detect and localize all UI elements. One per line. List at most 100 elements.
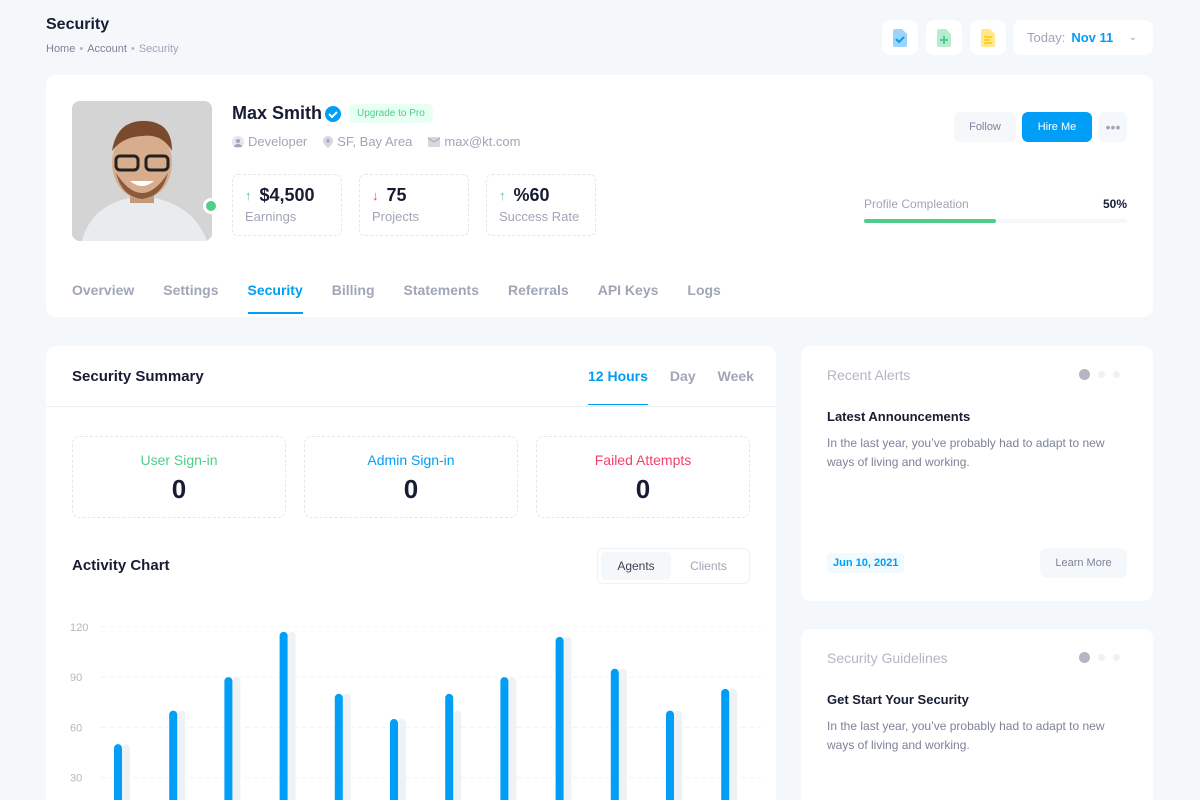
y-tick-label: 90 [70, 672, 82, 684]
completion-progress-bar [864, 219, 1127, 223]
activity-chart: 120 90 60 30 [70, 622, 761, 800]
summary-box-value: 0 [403, 474, 419, 504]
bar-series1-6[interactable] [390, 719, 398, 800]
bar-series1-4[interactable] [279, 631, 288, 800]
period-tab-day[interactable]: Day [669, 368, 696, 384]
tab-security[interactable]: Security [247, 282, 304, 314]
summary-box-label: Failed Attempts [594, 452, 692, 468]
arrow-up-icon: ↑ [245, 188, 252, 203]
toggle-clients[interactable]: Clients [690, 559, 727, 573]
bar-series2-3[interactable] [232, 677, 241, 800]
arrow-down-icon: ↓ [372, 188, 379, 203]
chevron-down-icon: ⌄ [1128, 32, 1137, 43]
completion-label: Profile Compleation [864, 197, 969, 211]
guidelines-text: In the last year, you’ve probably had to… [827, 719, 1105, 752]
period-tab-week[interactable]: Week [717, 368, 754, 384]
breadcrumb-home[interactable]: Home [46, 43, 76, 55]
bar-series2-7[interactable] [453, 710, 462, 800]
avatar [72, 101, 212, 241]
bar-series2-8[interactable] [508, 677, 517, 800]
profile-card: Max Smith Upgrade to Pro Developer SF, B… [46, 75, 1153, 317]
carousel-dots[interactable] [1079, 652, 1120, 663]
file-check-button[interactable] [882, 20, 918, 55]
bar-series1-8[interactable] [500, 677, 509, 800]
upgrade-badge[interactable]: Upgrade to Pro [349, 104, 433, 123]
more-icon: ••• [1105, 119, 1121, 135]
arrow-up-icon: ↑ [499, 188, 506, 203]
toggle-agents[interactable]: Agents [601, 552, 671, 580]
stat-projects: ↓ 75 Projects [359, 174, 469, 236]
file-plus-icon [937, 28, 951, 47]
location-icon [323, 135, 334, 148]
follow-button[interactable]: Follow [954, 112, 1016, 142]
bar-series1-3[interactable] [224, 677, 233, 800]
chart-toggle: Agents Clients [597, 548, 750, 584]
stat-earnings: ↑ $4,500 Earnings [232, 174, 342, 236]
file-text-icon [981, 28, 995, 47]
alert-text: In the last year, you’ve probably had to… [827, 436, 1105, 469]
profile-name[interactable]: Max Smith [232, 103, 323, 123]
tab-billing[interactable]: Billing [331, 282, 375, 298]
tab-referrals[interactable]: Referrals [508, 282, 569, 298]
summary-box-failed-attempts: Failed Attempts 0 [536, 436, 750, 518]
online-status-indicator [203, 198, 219, 214]
file-plus-button[interactable] [926, 20, 962, 55]
date-label: Today: [1027, 30, 1066, 45]
recent-alerts-card: Recent Alerts Latest Announcements In th… [801, 346, 1153, 601]
learn-more-button[interactable]: Learn More [1040, 548, 1127, 578]
carousel-dots[interactable] [1079, 369, 1120, 380]
recent-alerts-title: Recent Alerts [827, 367, 911, 383]
bar-series1-9[interactable] [555, 636, 564, 800]
tab-settings[interactable]: Settings [163, 282, 219, 298]
avatar-image [72, 101, 212, 241]
tab-statements[interactable]: Statements [403, 282, 479, 298]
bar-series1-5[interactable] [334, 693, 343, 800]
summary-box-admin-sign-in: Admin Sign-in 0 [304, 436, 518, 518]
alert-date-badge: Jun 10, 2021 [827, 553, 905, 573]
bar-series1-1[interactable] [114, 744, 122, 800]
more-options-button[interactable]: ••• [1099, 112, 1127, 142]
profile-location[interactable]: SF, Bay Area [323, 134, 412, 149]
breadcrumb: Home • Account • Security [46, 43, 179, 55]
profile-role[interactable]: Developer [232, 134, 307, 149]
period-tab-12-hours[interactable]: 12 Hours [588, 368, 648, 405]
bar-series2-5[interactable] [342, 693, 351, 800]
y-tick-label: 120 [70, 622, 88, 634]
hire-me-button[interactable]: Hire Me [1022, 112, 1092, 142]
file-text-button[interactable] [970, 20, 1006, 55]
bar-series2-2[interactable] [177, 710, 186, 800]
bar-series2-1[interactable] [122, 744, 130, 800]
bar-series2-12[interactable] [729, 688, 738, 800]
bar-series2-11[interactable] [674, 710, 682, 800]
bar-series1-10[interactable] [610, 668, 619, 800]
breadcrumb-security: Security [138, 43, 179, 55]
bar-series1-12[interactable] [721, 688, 730, 800]
verified-icon [325, 106, 341, 122]
security-summary-title: Security Summary [72, 368, 204, 385]
tab-api-keys[interactable]: API Keys [597, 282, 659, 298]
bar-series2-9[interactable] [563, 636, 572, 800]
summary-box-value: 0 [171, 474, 187, 504]
y-tick-label: 60 [70, 722, 82, 734]
profile-email[interactable]: max@kt.com [428, 134, 520, 149]
tab-logs[interactable]: Logs [687, 282, 721, 298]
bar-series2-6[interactable] [398, 719, 406, 800]
summary-box-label: Admin Sign-in [367, 452, 455, 468]
y-tick-label: 30 [70, 773, 82, 785]
mail-icon [428, 136, 441, 147]
file-check-icon [893, 28, 907, 47]
bar-series1-7[interactable] [445, 693, 454, 800]
summary-box-value: 0 [635, 474, 651, 504]
breadcrumb-account[interactable]: Account [87, 43, 127, 55]
bar-series1-11[interactable] [666, 710, 674, 800]
divider [46, 406, 776, 407]
activity-chart-title: Activity Chart [72, 557, 170, 574]
bar-series2-10[interactable] [618, 668, 627, 800]
security-summary-card: Security Summary 12 Hours Day Week User Si… [46, 346, 776, 800]
date-picker[interactable]: Today: Nov 11 ⌄ [1013, 20, 1153, 55]
bar-series1-2[interactable] [169, 710, 178, 800]
bar-series2-4[interactable] [287, 631, 296, 800]
security-guidelines-title: Security Guidelines [827, 650, 948, 666]
tab-overview[interactable]: Overview [72, 282, 135, 298]
completion-value: 50% [1102, 197, 1127, 211]
